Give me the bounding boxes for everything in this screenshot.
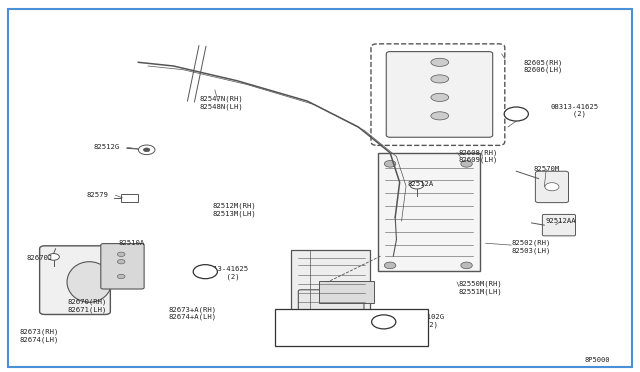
Circle shape xyxy=(385,161,396,167)
FancyBboxPatch shape xyxy=(542,214,575,236)
Text: 82550M(RH)
82551M(LH): 82550M(RH) 82551M(LH) xyxy=(459,280,502,295)
FancyBboxPatch shape xyxy=(40,246,110,314)
Text: 82547N(RH)
82548N(LH): 82547N(RH) 82548N(LH) xyxy=(199,96,243,110)
Circle shape xyxy=(504,107,529,121)
FancyBboxPatch shape xyxy=(387,52,493,137)
FancyBboxPatch shape xyxy=(291,250,371,318)
Text: B: B xyxy=(513,109,519,119)
Circle shape xyxy=(117,260,125,264)
Circle shape xyxy=(138,145,155,155)
FancyBboxPatch shape xyxy=(121,194,138,202)
Circle shape xyxy=(385,262,396,269)
Text: 82502(RH)
82503(LH): 82502(RH) 82503(LH) xyxy=(511,240,550,254)
FancyBboxPatch shape xyxy=(378,153,480,270)
FancyBboxPatch shape xyxy=(275,310,428,346)
Ellipse shape xyxy=(431,93,449,102)
Text: 82670J: 82670J xyxy=(26,255,52,261)
FancyBboxPatch shape xyxy=(100,244,144,289)
FancyBboxPatch shape xyxy=(319,281,374,303)
Text: B: B xyxy=(381,317,387,326)
Text: 08313-41625
    (2): 08313-41625 (2) xyxy=(200,266,248,279)
Circle shape xyxy=(461,262,472,269)
Text: 82570M: 82570M xyxy=(533,166,559,172)
Text: 82670(RH)
82671(LH): 82670(RH) 82671(LH) xyxy=(68,299,107,313)
Ellipse shape xyxy=(431,58,449,66)
Circle shape xyxy=(143,148,150,152)
Text: 8P5000: 8P5000 xyxy=(584,356,610,363)
Text: 08146-6102G
     (2): 08146-6102G (2) xyxy=(397,314,445,327)
Text: 82673(RH)
82674(LH): 82673(RH) 82674(LH) xyxy=(20,328,60,343)
Circle shape xyxy=(48,254,60,260)
Text: 92512AA: 92512AA xyxy=(545,218,576,224)
Text: 82512M(RH)
82513M(LH): 82512M(RH) 82513M(LH) xyxy=(212,203,256,217)
Ellipse shape xyxy=(431,112,449,120)
Ellipse shape xyxy=(67,262,111,302)
Circle shape xyxy=(545,183,559,191)
Circle shape xyxy=(193,264,218,279)
Circle shape xyxy=(117,274,125,279)
Text: 08313-41625
     (2): 08313-41625 (2) xyxy=(550,103,599,117)
FancyBboxPatch shape xyxy=(536,171,568,203)
Text: 82605(RH)
82606(LH): 82605(RH) 82606(LH) xyxy=(524,59,563,73)
Ellipse shape xyxy=(431,75,449,83)
Text: 82512G: 82512G xyxy=(93,144,119,150)
Text: 82512A: 82512A xyxy=(408,181,434,187)
Text: S: S xyxy=(203,267,208,276)
Text: AUTO DOOR LOCK: AUTO DOOR LOCK xyxy=(319,324,388,333)
Circle shape xyxy=(410,181,424,189)
Text: 82673+A(RH)
82674+A(LH): 82673+A(RH) 82674+A(LH) xyxy=(168,307,216,320)
Circle shape xyxy=(117,252,125,257)
Circle shape xyxy=(461,161,472,167)
Circle shape xyxy=(372,315,396,329)
Text: 82510A: 82510A xyxy=(119,240,145,246)
FancyBboxPatch shape xyxy=(298,290,364,318)
Text: 82579: 82579 xyxy=(86,192,108,198)
FancyBboxPatch shape xyxy=(371,44,505,145)
Text: 82608(RH)
82609(LH): 82608(RH) 82609(LH) xyxy=(459,150,499,163)
